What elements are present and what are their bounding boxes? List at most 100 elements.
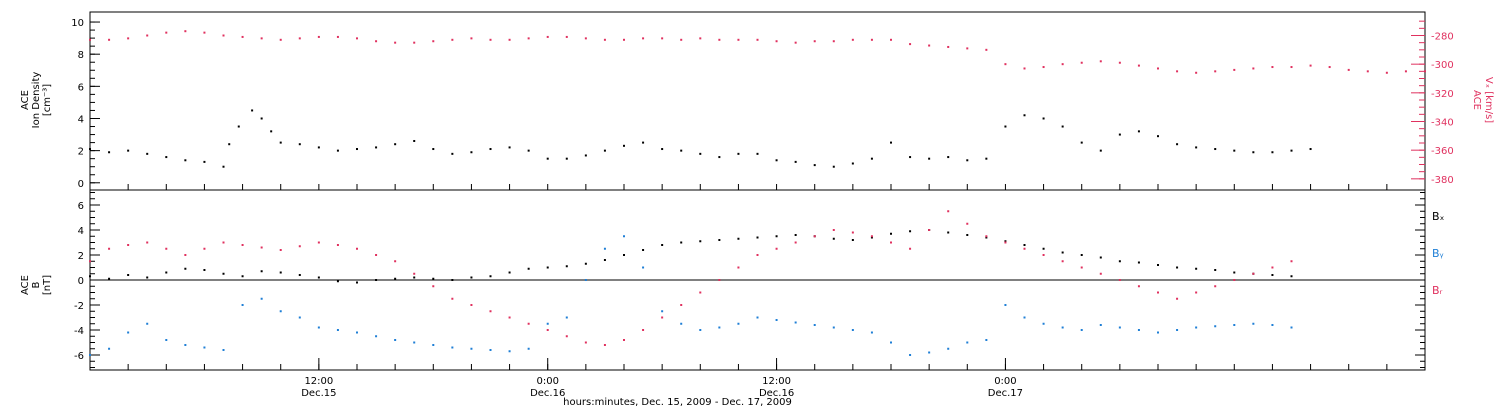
bottom-series-2-point-29 [642, 329, 645, 331]
top-series-0-point-18 [375, 146, 378, 149]
bottom-series-0-point-47 [985, 236, 988, 239]
bottom-series-0-point-6 [203, 269, 206, 271]
bottom-series-1-point-62 [1271, 324, 1274, 326]
bottom-series-1-point-4 [165, 339, 168, 341]
bottom-series-2-point-19 [451, 297, 454, 300]
top-series-1-point-36 [775, 40, 778, 43]
bottom-series-1-point-2 [127, 331, 130, 334]
bottom-series-2-point-24 [546, 329, 549, 331]
top-series-1-point-67 [1366, 70, 1369, 73]
ytick-label-bottom: 2 [78, 251, 84, 262]
bottom-series-0-point-35 [756, 236, 759, 239]
bottom-series-2-point-52 [1080, 266, 1083, 269]
top-series-1-point-23 [527, 37, 530, 40]
top-series-1-point-34 [737, 38, 740, 41]
bottom-series-0-point-57 [1176, 266, 1179, 269]
top-series-0-point-37 [737, 152, 740, 155]
top-series-1-point-57 [1176, 70, 1179, 73]
top-series-0-point-33 [661, 148, 664, 151]
bottom-series-1-point-42 [890, 341, 892, 344]
bottom-series-0-point-5 [184, 267, 187, 270]
ytick-label-top-right: -280 [1431, 32, 1454, 43]
bottom-series-1-point-39 [832, 326, 835, 329]
top-series-0-point-48 [947, 156, 950, 159]
bottom-series-2-point-33 [718, 279, 721, 281]
ytick-label-bottom: 0 [78, 276, 84, 287]
top-series-1-point-63 [1290, 66, 1293, 69]
bottom-series-2-point-45 [947, 210, 950, 213]
bottom-series-1-point-7 [222, 349, 225, 351]
bottom-series-2-point-55 [1137, 285, 1140, 288]
bottom-series-1-point-15 [375, 335, 378, 338]
top-series-0-point-12 [270, 130, 273, 133]
bottom-series-2-point-18 [432, 285, 435, 288]
ytick-label-top-right: -340 [1431, 118, 1454, 129]
top-series-0-point-66 [1290, 149, 1293, 152]
top-ylabel-left: [cm⁻³] [42, 84, 53, 116]
bottom-series-0-point-62 [1271, 274, 1274, 276]
ytick-label-top-left: 0 [78, 179, 84, 190]
top-series-0-point-1 [108, 151, 111, 154]
bottom-series-0-point-56 [1157, 264, 1159, 266]
top-series-1-point-20 [470, 37, 473, 40]
bottom-series-1-point-9 [260, 297, 263, 300]
bottom-series-1-point-48 [1004, 304, 1007, 306]
top-series-0-point-7 [222, 165, 225, 168]
bottom-series-2-point-61 [1252, 272, 1255, 275]
bottom-series-0-point-63 [1290, 275, 1293, 278]
bottom-series-2-point-5 [184, 254, 187, 256]
top-ylabel-left: Ion Density [31, 72, 42, 129]
bottom-series-0-point-52 [1080, 254, 1083, 256]
top-series-1-point-7 [222, 34, 225, 37]
top-series-1-point-54 [1118, 61, 1121, 64]
top-series-0-point-46 [909, 156, 912, 159]
bottom-series-2-point-37 [794, 241, 797, 244]
top-series-1-point-22 [508, 38, 511, 41]
top-series-0-point-67 [1309, 148, 1312, 151]
top-series-1-point-14 [356, 37, 358, 40]
top-series-1-point-8 [241, 35, 244, 38]
bottom-series-2-point-12 [317, 241, 320, 244]
xtick-label-date: Dec.16 [759, 388, 794, 399]
bottom-series-0-point-49 [1023, 244, 1026, 246]
top-series-1-point-53 [1099, 60, 1102, 63]
top-series-1-point-35 [756, 38, 759, 41]
bottom-series-2-point-39 [832, 229, 835, 231]
bottom-series-1-point-29 [642, 266, 645, 269]
top-series-1-point-62 [1271, 66, 1274, 69]
ytick-label-top-left: 2 [78, 147, 84, 158]
top-series-1-point-26 [584, 37, 587, 40]
top-series-1-point-0 [89, 38, 91, 41]
bottom-series-1-point-45 [947, 347, 950, 350]
bottom-series-1-point-30 [661, 310, 664, 313]
top-series-0-point-61 [1195, 146, 1198, 149]
bottom-series-0-point-20 [470, 276, 473, 279]
top-series-0-point-36 [718, 156, 721, 159]
bottom-series-2-point-38 [813, 235, 816, 238]
bottom-series-0-point-3 [146, 276, 149, 279]
top-series-0-point-8 [228, 143, 231, 146]
bottom-series-1-point-26 [584, 279, 587, 281]
top-series-1-point-43 [909, 43, 912, 46]
top-series-0-point-29 [584, 154, 587, 157]
bottom-series-2-point-26 [584, 341, 587, 344]
top-series-1-point-9 [260, 37, 263, 40]
ytick-label-top-left: 6 [78, 82, 84, 93]
bottom-series-0-point-48 [1004, 240, 1007, 243]
bottom-series-1-point-37 [794, 321, 797, 324]
bottom-series-2-point-51 [1061, 260, 1064, 263]
ytick-label-top-right: -300 [1431, 60, 1454, 71]
bottom-series-0-point-46 [966, 234, 969, 236]
bottom-series-1-point-32 [699, 329, 702, 331]
bottom-series-0-point-23 [527, 267, 530, 270]
top-series-0-point-27 [546, 157, 549, 160]
top-series-1-point-39 [832, 40, 835, 43]
bottom-series-0-point-27 [603, 259, 606, 261]
bottom-series-0-point-17 [413, 276, 416, 279]
bottom-series-2-point-43 [909, 247, 912, 250]
ytick-label-top-right: -320 [1431, 89, 1454, 100]
bottom-ylabel: ACE [20, 275, 31, 295]
bottom-series-1-point-16 [394, 339, 397, 341]
top-series-1-point-52 [1080, 61, 1083, 64]
bottom-series-2-point-1 [108, 247, 111, 250]
